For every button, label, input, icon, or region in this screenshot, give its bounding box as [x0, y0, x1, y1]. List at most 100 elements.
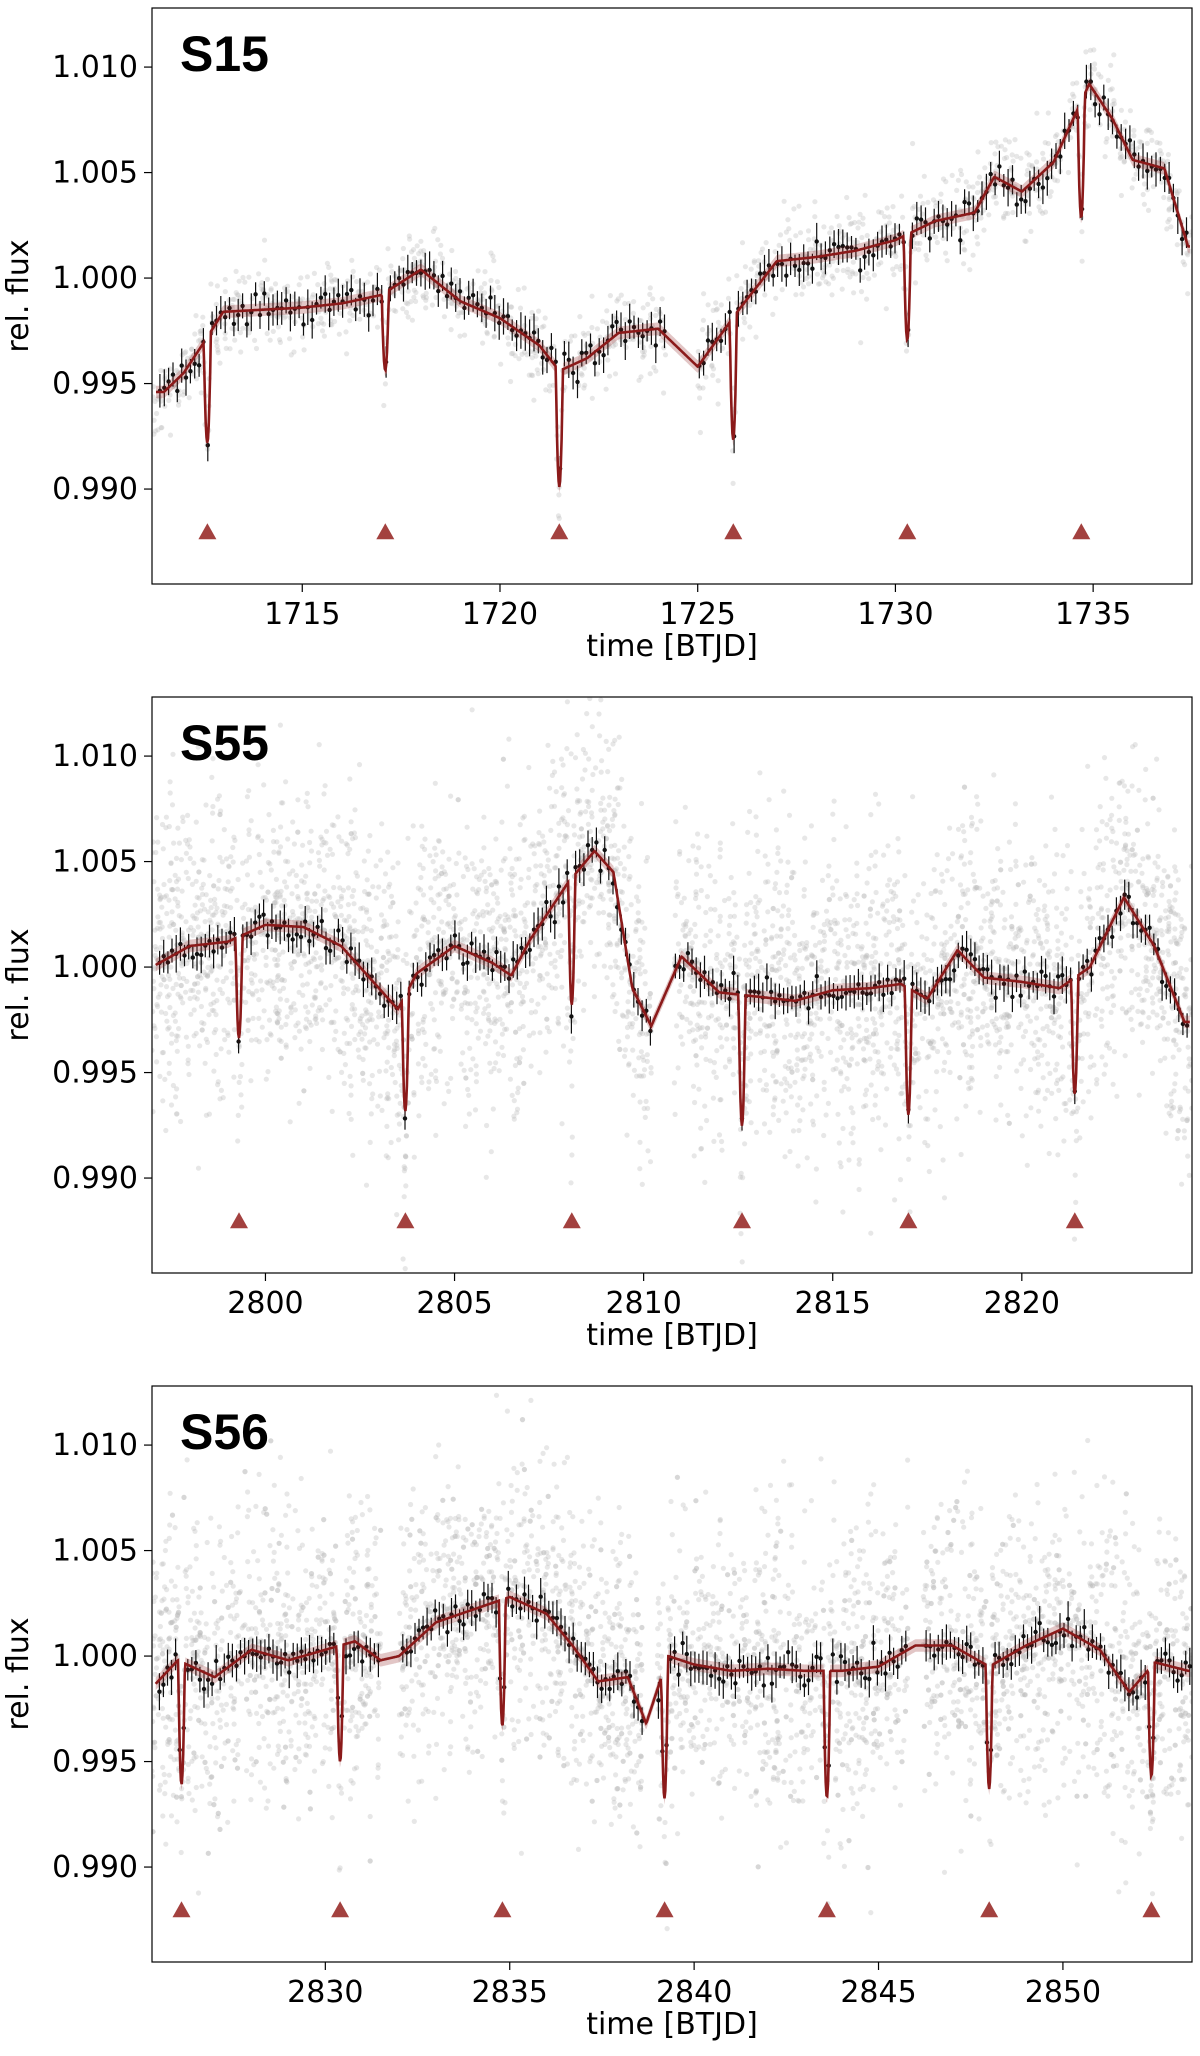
raw-point	[806, 237, 812, 243]
raw-point	[734, 273, 740, 279]
raw-point	[478, 285, 484, 291]
raw-point	[864, 880, 870, 886]
raw-point	[1106, 941, 1112, 947]
raw-point	[629, 1024, 635, 1030]
raw-point	[1064, 886, 1070, 892]
raw-point	[572, 755, 579, 761]
raw-point	[303, 873, 309, 879]
raw-point	[211, 1000, 217, 1006]
raw-point	[565, 808, 572, 814]
raw-point	[859, 996, 865, 1002]
raw-point	[237, 1073, 243, 1080]
raw-point	[697, 429, 704, 436]
raw-point	[575, 978, 582, 984]
raw-point	[351, 918, 357, 924]
raw-point	[627, 336, 633, 342]
raw-point	[852, 219, 858, 226]
raw-point	[776, 1117, 782, 1123]
raw-point	[530, 961, 536, 967]
raw-point	[1180, 259, 1186, 265]
raw-point	[1077, 1135, 1083, 1141]
raw-point	[332, 277, 338, 283]
raw-point	[1155, 853, 1161, 860]
raw-point	[912, 1023, 918, 1029]
raw-point	[520, 1047, 527, 1053]
raw-point	[821, 938, 828, 945]
raw-point	[1186, 1006, 1192, 1012]
raw-point	[1166, 207, 1172, 213]
raw-point	[383, 1068, 389, 1074]
raw-point	[373, 1024, 380, 1030]
raw-point	[783, 229, 790, 235]
raw-point	[299, 911, 306, 917]
raw-point	[546, 1029, 552, 1035]
raw-point	[612, 1008, 618, 1015]
raw-point	[837, 896, 843, 902]
raw-point	[488, 1069, 494, 1075]
raw-point	[1035, 1049, 1041, 1055]
raw-point	[283, 779, 289, 785]
raw-point	[673, 819, 679, 825]
raw-point	[366, 916, 372, 922]
binned-point	[871, 239, 876, 272]
raw-point	[792, 1079, 798, 1085]
binned-point	[501, 298, 506, 335]
raw-point	[209, 1007, 215, 1014]
raw-point	[192, 981, 198, 987]
raw-point	[823, 279, 829, 285]
raw-point	[463, 1075, 469, 1081]
raw-point	[907, 1123, 913, 1129]
raw-point	[882, 917, 888, 923]
raw-point	[1150, 184, 1156, 190]
raw-point	[296, 282, 302, 288]
raw-point	[1088, 1115, 1094, 1121]
raw-point	[621, 1053, 628, 1059]
raw-point	[190, 987, 196, 994]
raw-point	[1023, 1113, 1029, 1119]
raw-point	[1034, 159, 1040, 165]
raw-point	[910, 205, 916, 211]
raw-point	[818, 958, 824, 964]
raw-point	[422, 846, 428, 853]
binned-point	[375, 272, 380, 306]
raw-point	[891, 1062, 897, 1068]
raw-point	[608, 942, 614, 948]
raw-point	[925, 199, 931, 205]
raw-point	[887, 961, 893, 967]
raw-point	[394, 1045, 400, 1051]
raw-point	[481, 290, 488, 296]
raw-point	[960, 1042, 967, 1048]
raw-point	[789, 1069, 795, 1075]
raw-point	[198, 328, 204, 334]
raw-point	[248, 818, 254, 824]
raw-point	[916, 247, 922, 253]
raw-point	[1052, 133, 1059, 139]
binned-point	[614, 310, 619, 334]
raw-point	[324, 260, 330, 266]
raw-point	[807, 1051, 814, 1057]
raw-point	[419, 843, 425, 849]
raw-point	[1042, 1042, 1048, 1048]
raw-point	[219, 859, 225, 865]
raw-point	[894, 1005, 900, 1011]
raw-point	[170, 1012, 176, 1019]
raw-point	[1158, 179, 1164, 185]
raw-point	[631, 299, 637, 305]
raw-point	[274, 895, 280, 901]
raw-point	[1123, 1009, 1129, 1015]
raw-point	[596, 711, 602, 717]
raw-point	[1040, 945, 1046, 951]
raw-point	[360, 1022, 366, 1028]
raw-point	[528, 1063, 534, 1069]
raw-point	[471, 866, 477, 872]
raw-point	[705, 302, 711, 308]
raw-point	[379, 1107, 385, 1113]
raw-point	[858, 946, 864, 952]
binned-point	[584, 341, 589, 364]
raw-point	[771, 1033, 777, 1039]
raw-point	[993, 139, 999, 145]
raw-point	[276, 850, 282, 856]
raw-point	[991, 772, 997, 778]
raw-point	[1179, 1181, 1185, 1187]
raw-point	[699, 999, 705, 1005]
